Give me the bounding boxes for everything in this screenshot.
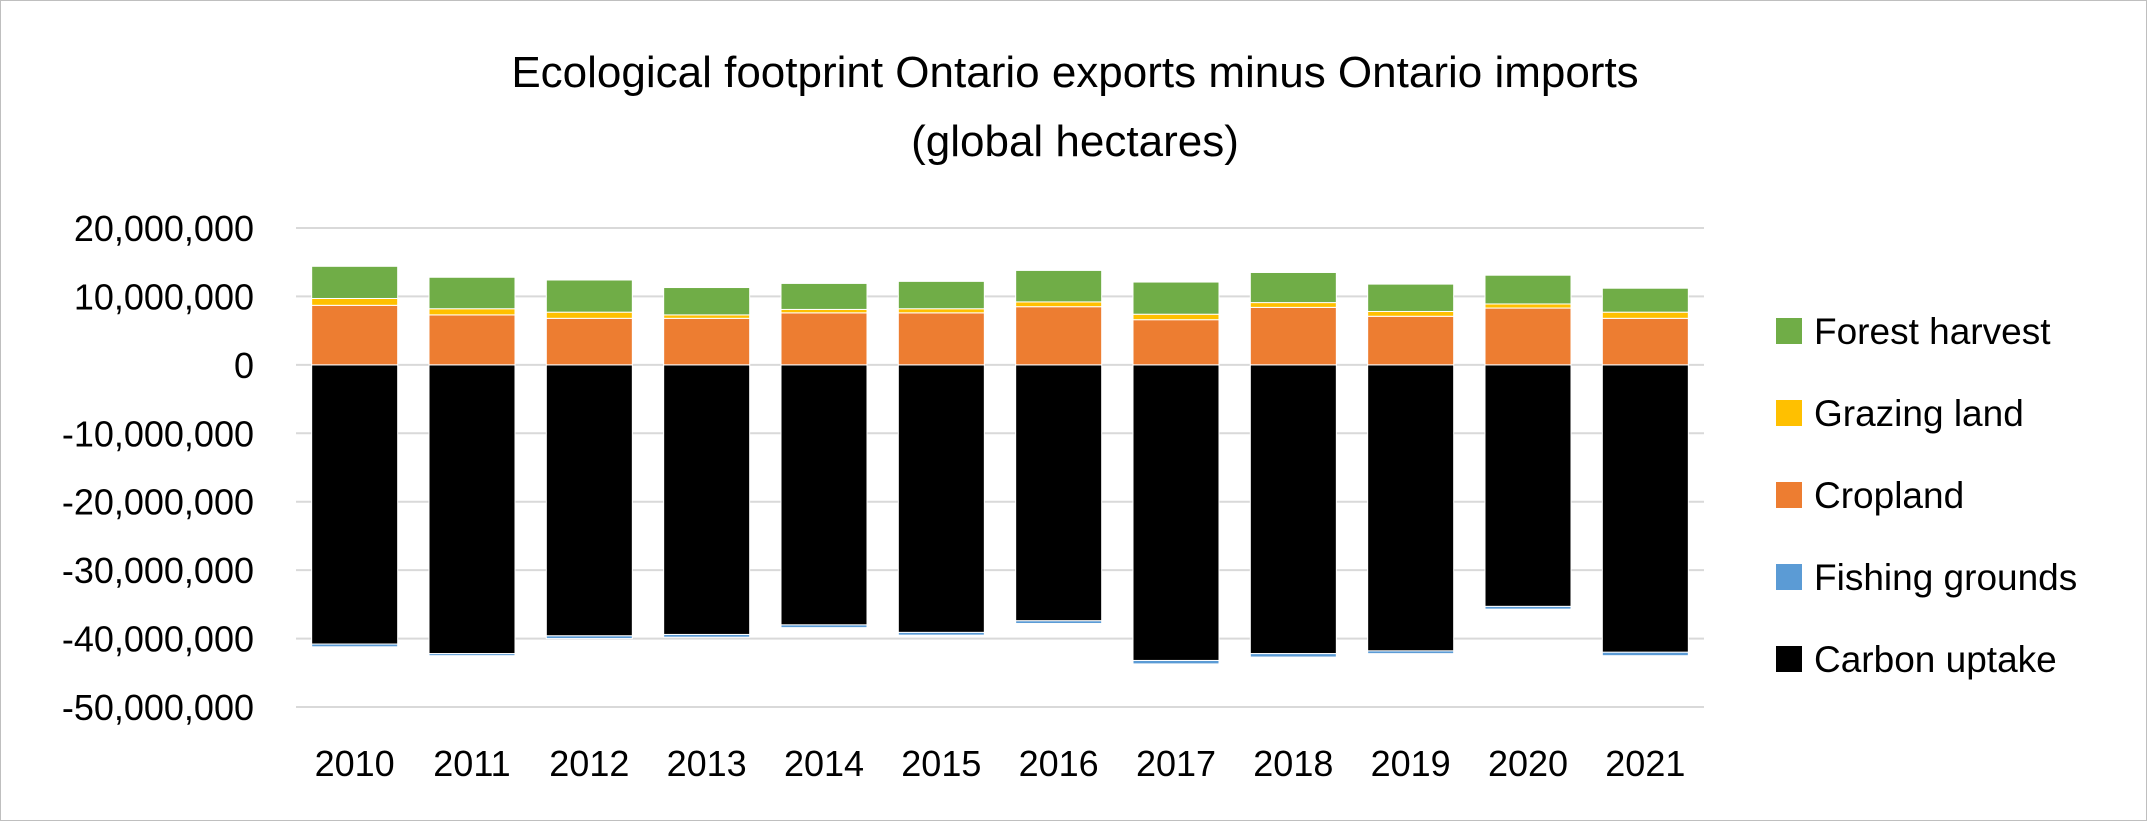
- bars: [311, 265, 1689, 665]
- bar-grazing-land-2016: [1015, 301, 1103, 308]
- bar-cropland-2011: [428, 314, 516, 366]
- bar-carbon-uptake-2019: [1367, 364, 1455, 652]
- legend: Forest harvest Grazing land Cropland Fishin…: [1776, 311, 2077, 680]
- x-axis-tick-labels: 2010 2011 2012 2013 2014 2015 2016 2017 2018 2019…: [315, 743, 1686, 784]
- bar-forest-harvest-2021: [1601, 287, 1689, 313]
- bar-fishing-grounds-2013: [663, 633, 751, 638]
- bar-cropland-2012: [545, 317, 633, 366]
- bar-fishing-grounds-2012: [545, 635, 633, 640]
- bar-carbon-uptake-2021: [1601, 364, 1689, 653]
- bar-grazing-land-2020: [1484, 303, 1572, 309]
- legend-swatch-carbon-uptake: [1776, 646, 1802, 672]
- legend-swatch-forest-harvest: [1776, 318, 1802, 344]
- y-tick-label: 0: [234, 345, 254, 386]
- bar-fishing-grounds-2017: [1132, 659, 1220, 665]
- bar-grazing-land-2010: [311, 297, 399, 306]
- bar-forest-harvest-2020: [1484, 274, 1572, 305]
- x-tick-label: 2019: [1371, 743, 1451, 784]
- x-tick-label: 2013: [667, 743, 747, 784]
- bar-cropland-2016: [1015, 306, 1103, 366]
- bar-forest-harvest-2016: [1015, 269, 1103, 303]
- bar-grazing-land-2019: [1367, 310, 1455, 317]
- x-tick-label: 2018: [1253, 743, 1333, 784]
- bar-cropland-2010: [311, 304, 399, 366]
- bar-carbon-uptake-2018: [1249, 364, 1337, 655]
- bar-forest-harvest-2012: [545, 279, 633, 313]
- bar-carbon-uptake-2012: [545, 364, 633, 637]
- bar-forest-harvest-2019: [1367, 283, 1455, 312]
- x-tick-label: 2012: [549, 743, 629, 784]
- legend-label: Carbon uptake: [1814, 639, 2057, 680]
- bar-cropland-2017: [1132, 319, 1220, 366]
- legend-label: Fishing grounds: [1814, 557, 2077, 598]
- bar-fishing-grounds-2018: [1249, 653, 1337, 658]
- bar-grazing-land-2018: [1249, 302, 1337, 308]
- bar-carbon-uptake-2015: [897, 364, 985, 633]
- x-tick-label: 2015: [901, 743, 981, 784]
- x-tick-label: 2014: [784, 743, 864, 784]
- bar-cropland-2020: [1484, 307, 1572, 366]
- bar-fishing-grounds-2016: [1015, 620, 1103, 625]
- bar-carbon-uptake-2014: [780, 364, 868, 626]
- bar-grazing-land-2011: [428, 308, 516, 316]
- legend-label: Forest harvest: [1814, 311, 2051, 352]
- bar-carbon-uptake-2016: [1015, 364, 1103, 622]
- y-axis-tick-labels: 20,000,000 10,000,000 0 -10,000,000 -20,000,…: [62, 208, 254, 728]
- y-tick-label: -50,000,000: [62, 687, 254, 728]
- bar-forest-harvest-2014: [780, 282, 868, 310]
- bar-cropland-2021: [1601, 317, 1689, 366]
- bar-grazing-land-2014: [780, 308, 868, 314]
- legend-swatch-fishing-grounds: [1776, 564, 1802, 590]
- x-tick-label: 2016: [1019, 743, 1099, 784]
- chart-title-line-1: Ecological footprint Ontario exports min…: [511, 48, 1638, 97]
- bar-grazing-land-2013: [663, 314, 751, 319]
- bar-cropland-2015: [897, 312, 985, 366]
- y-tick-label: -10,000,000: [62, 413, 254, 454]
- bar-carbon-uptake-2017: [1132, 364, 1220, 661]
- bar-forest-harvest-2013: [663, 287, 751, 316]
- y-tick-label: -30,000,000: [62, 550, 254, 591]
- bar-carbon-uptake-2013: [663, 364, 751, 635]
- bar-forest-harvest-2015: [897, 280, 985, 310]
- bar-forest-harvest-2010: [311, 265, 399, 299]
- x-tick-label: 2010: [315, 743, 395, 784]
- bar-fishing-grounds-2011: [428, 653, 516, 657]
- bar-cropland-2014: [780, 312, 868, 366]
- gridlines: [296, 227, 1704, 708]
- bar-carbon-uptake-2020: [1484, 364, 1572, 607]
- legend-label: Grazing land: [1814, 393, 2024, 434]
- legend-swatch-cropland: [1776, 482, 1802, 508]
- bar-cropland-2013: [663, 317, 751, 366]
- x-tick-label: 2020: [1488, 743, 1568, 784]
- legend-swatch-grazing-land: [1776, 400, 1802, 426]
- y-tick-label: -40,000,000: [62, 619, 254, 660]
- bar-fishing-grounds-2014: [780, 624, 868, 629]
- bar-forest-harvest-2017: [1132, 281, 1220, 315]
- bar-carbon-uptake-2011: [428, 364, 516, 655]
- bar-grazing-land-2021: [1601, 311, 1689, 319]
- legend-label: Cropland: [1814, 475, 1964, 516]
- y-tick-label: -20,000,000: [62, 482, 254, 523]
- x-tick-label: 2021: [1605, 743, 1685, 784]
- bar-fishing-grounds-2010: [311, 643, 399, 648]
- y-tick-label: 10,000,000: [74, 276, 254, 317]
- bar-fishing-grounds-2020: [1484, 605, 1572, 610]
- bar-fishing-grounds-2015: [897, 631, 985, 636]
- x-tick-label: 2011: [433, 743, 510, 784]
- x-tick-label: 2017: [1136, 743, 1216, 784]
- bar-carbon-uptake-2010: [311, 364, 399, 645]
- bar-fishing-grounds-2021: [1601, 651, 1689, 657]
- bar-grazing-land-2015: [897, 308, 985, 314]
- bar-grazing-land-2017: [1132, 313, 1220, 321]
- bar-grazing-land-2012: [545, 311, 633, 319]
- bar-cropland-2018: [1249, 306, 1337, 366]
- bar-forest-harvest-2018: [1249, 271, 1337, 304]
- bar-cropland-2019: [1367, 315, 1455, 366]
- chart-title-line-2: (global hectares): [911, 117, 1239, 166]
- bar-fishing-grounds-2019: [1367, 650, 1455, 655]
- bar-forest-harvest-2011: [428, 276, 516, 310]
- y-tick-label: 20,000,000: [74, 208, 254, 249]
